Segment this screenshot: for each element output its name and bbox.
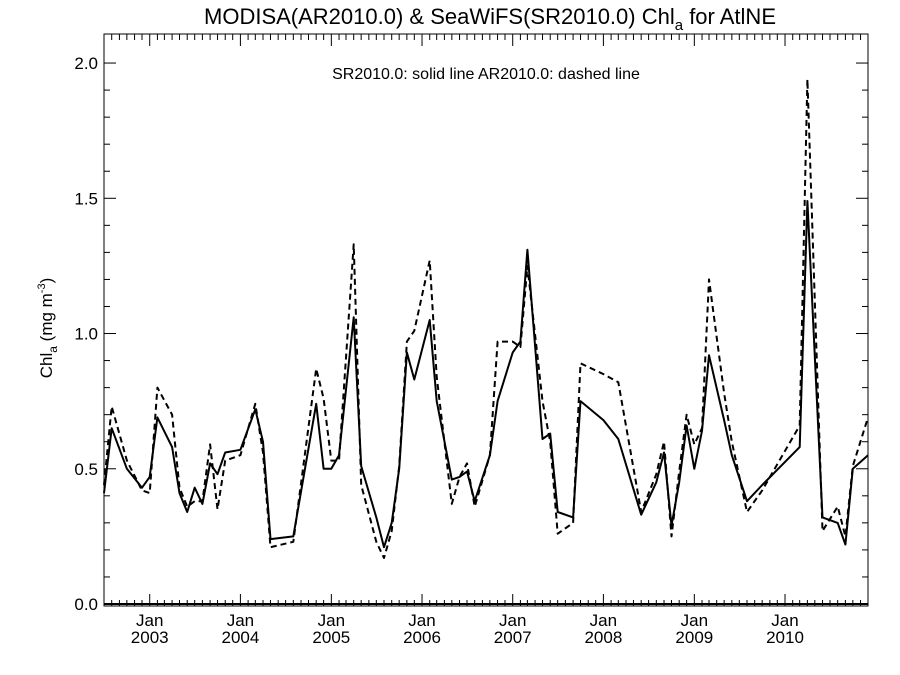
series-line-solid xyxy=(103,200,869,549)
y-axis-label-superscript: -3 xyxy=(36,283,48,293)
x-tick-label-year: 2003 xyxy=(131,628,169,647)
x-tick-label-year: 2008 xyxy=(584,628,622,647)
y-axis-label-unit: (mg m xyxy=(37,293,56,346)
chart-annotation: SR2010.0: solid line AR2010.0: dashed li… xyxy=(332,66,640,83)
series-line-dashed xyxy=(103,78,869,559)
plot-frame xyxy=(103,33,869,607)
y-axis-label-main: Chl xyxy=(37,353,56,379)
chart-title-main: MODISA(AR2010.0) & SeaWiFS(SR2010.0) Chl xyxy=(204,4,675,29)
x-tick-label-month: Jan xyxy=(227,611,254,630)
series-group xyxy=(103,78,869,559)
y-tick-label: 1.0 xyxy=(74,325,98,344)
y-axis-ticks: 0.0 0.5 1.0 1.5 2.0 xyxy=(74,54,868,614)
x-tick-label-month: Jan xyxy=(499,611,526,630)
chart-title-subscript: a xyxy=(675,17,684,34)
x-tick-label-month: Jan xyxy=(771,611,798,630)
x-tick-label-month: Jan xyxy=(318,611,345,630)
x-tick-label-year: 2010 xyxy=(766,628,804,647)
y-axis-label: Chla (mg m-3) xyxy=(36,278,60,379)
x-tick-label-month: Jan xyxy=(681,611,708,630)
x-tick-label-month: Jan xyxy=(136,611,163,630)
x-axis-ticks: Jan2003Jan2004Jan2005Jan2006Jan2007Jan20… xyxy=(103,34,869,647)
x-tick-label-month: Jan xyxy=(590,611,617,630)
y-axis-label-subscript: a xyxy=(46,346,60,353)
y-tick-label: 0.5 xyxy=(74,460,98,479)
y-tick-label: 0.0 xyxy=(74,595,98,614)
x-tick-label-year: 2006 xyxy=(403,628,441,647)
chart-title-suffix: for AtlNE xyxy=(683,4,776,29)
x-tick-label-year: 2004 xyxy=(221,628,259,647)
x-tick-label-year: 2005 xyxy=(312,628,350,647)
y-tick-label: 1.5 xyxy=(74,189,98,208)
y-tick-label: 2.0 xyxy=(74,54,98,73)
chart-title: MODISA(AR2010.0) & SeaWiFS(SR2010.0) Chl… xyxy=(204,4,776,34)
x-tick-label-year: 2009 xyxy=(675,628,713,647)
y-axis-label-close: ) xyxy=(37,278,56,284)
x-tick-label-year: 2007 xyxy=(494,628,532,647)
x-tick-label-month: Jan xyxy=(408,611,435,630)
